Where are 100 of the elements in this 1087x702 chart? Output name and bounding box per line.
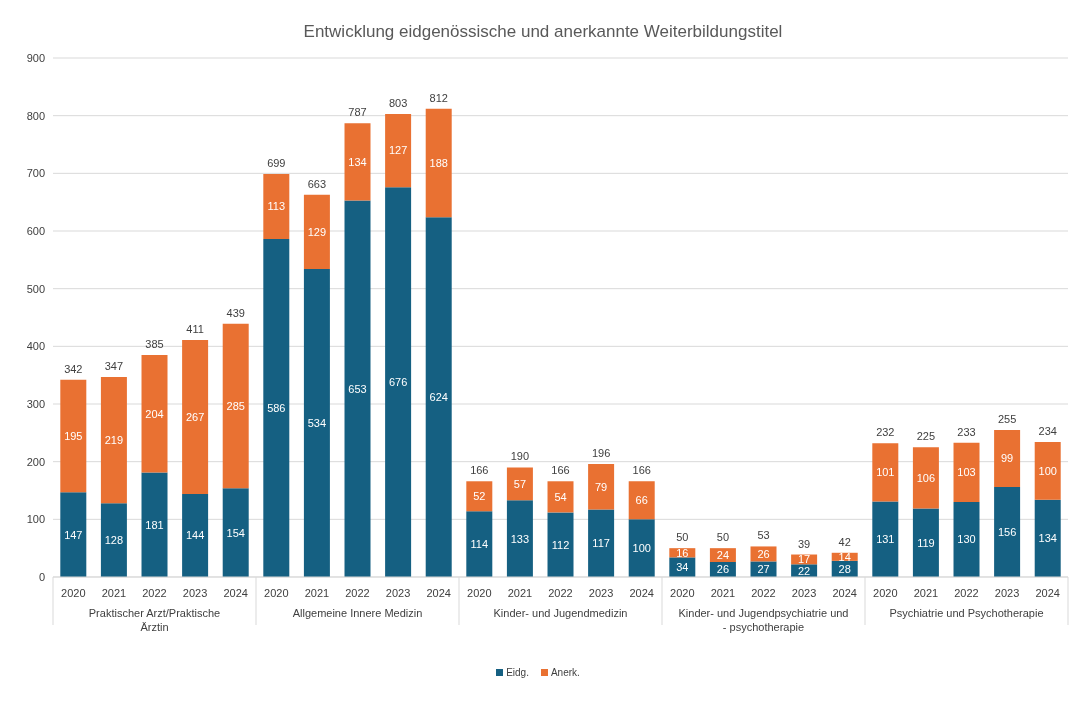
data-label: 119 bbox=[917, 536, 935, 549]
x-tick-label: 2023 bbox=[385, 587, 411, 599]
bar bbox=[912, 508, 939, 577]
bar bbox=[425, 217, 452, 577]
total-label: 787 bbox=[348, 106, 367, 119]
bar bbox=[303, 194, 330, 270]
x-tick-label: 2022 bbox=[751, 587, 776, 599]
bar bbox=[872, 443, 899, 502]
bar bbox=[182, 339, 209, 494]
bar bbox=[141, 354, 168, 473]
bar bbox=[547, 481, 574, 513]
x-tick-label: 2021 bbox=[710, 587, 736, 599]
total-label: 39 bbox=[797, 537, 811, 550]
total-label: 812 bbox=[429, 91, 448, 104]
total-label: 53 bbox=[757, 529, 770, 542]
bar bbox=[60, 492, 87, 577]
x-tick-label: 2020 bbox=[467, 587, 492, 599]
data-label: 127 bbox=[388, 144, 408, 157]
data-label: 129 bbox=[307, 225, 327, 238]
x-tick-label: 2022 bbox=[954, 587, 979, 599]
total-label: 166 bbox=[470, 464, 489, 477]
data-label: 130 bbox=[957, 533, 976, 546]
data-label: 285 bbox=[226, 399, 245, 412]
text: Allgemeine Innere Medizin bbox=[292, 607, 423, 619]
data-label: 106 bbox=[916, 471, 936, 484]
bar bbox=[953, 442, 980, 503]
legend-label: Anerk. bbox=[549, 667, 580, 678]
legend-label: Eidg. bbox=[505, 667, 529, 678]
data-label: 134 bbox=[348, 155, 367, 168]
x-tick-label: 2021 bbox=[101, 587, 127, 599]
y-tick-label: 800 bbox=[26, 109, 45, 122]
total-label: 232 bbox=[876, 426, 895, 439]
data-label: 128 bbox=[104, 534, 124, 546]
bar bbox=[344, 123, 371, 201]
bar bbox=[303, 269, 330, 577]
bar bbox=[1034, 499, 1061, 577]
x-tick-label: 2024 bbox=[629, 587, 654, 599]
bar bbox=[263, 239, 290, 577]
bar bbox=[912, 447, 939, 509]
data-label: 156 bbox=[997, 525, 1017, 538]
bar bbox=[994, 487, 1021, 577]
data-label: 34 bbox=[676, 561, 689, 574]
data-label: 131 bbox=[876, 533, 895, 546]
y-tick-label: 100 bbox=[26, 513, 45, 526]
text: Kinder- und Jugendpsychiatrie und - psychotherapie bbox=[678, 607, 849, 633]
x-tick-label: 2020 bbox=[264, 587, 289, 599]
data-label: 147 bbox=[64, 528, 83, 541]
x-tick-label: 2023 bbox=[182, 587, 208, 599]
total-label: 411 bbox=[186, 322, 204, 335]
x-tick-label: 2023 bbox=[994, 587, 1020, 599]
data-label: 103 bbox=[957, 466, 976, 479]
bar bbox=[872, 501, 899, 577]
y-tick-label: 600 bbox=[26, 224, 45, 237]
x-tick-label: 2020 bbox=[873, 587, 898, 599]
data-label: 24 bbox=[716, 548, 730, 561]
y-tick-label: 400 bbox=[26, 340, 45, 353]
total-label: 347 bbox=[104, 359, 124, 372]
y-tick-label: 200 bbox=[26, 455, 45, 468]
total-label: 234 bbox=[1038, 425, 1057, 438]
data-label: 181 bbox=[145, 518, 164, 531]
bar bbox=[506, 500, 533, 577]
data-label: 117 bbox=[592, 537, 610, 550]
bar bbox=[182, 493, 209, 577]
x-tick-label: 2021 bbox=[913, 587, 939, 599]
total-label: 439 bbox=[226, 306, 245, 319]
total-label: 50 bbox=[676, 531, 689, 544]
data-label: 99 bbox=[1000, 452, 1014, 465]
data-label: 114 bbox=[470, 538, 489, 551]
data-label: 17 bbox=[797, 553, 811, 566]
bar bbox=[344, 200, 371, 577]
data-label: 26 bbox=[716, 563, 730, 576]
chart-title: Entwicklung eidgenössische und anerkannte Weiterbildungstitel bbox=[302, 22, 784, 42]
data-label: 79 bbox=[594, 480, 608, 493]
total-label: 42 bbox=[838, 535, 851, 548]
x-tick-label: 2020 bbox=[670, 587, 695, 599]
data-label: 133 bbox=[510, 532, 530, 545]
total-label: 803 bbox=[388, 96, 408, 109]
y-tick-label: 300 bbox=[26, 397, 45, 410]
total-label: 699 bbox=[267, 156, 286, 169]
bar bbox=[385, 113, 412, 188]
data-label: 195 bbox=[64, 429, 83, 442]
data-label: 586 bbox=[267, 401, 286, 414]
bar bbox=[588, 463, 615, 510]
x-tick-label: 2022 bbox=[548, 587, 573, 599]
bar bbox=[466, 481, 493, 512]
total-label: 166 bbox=[551, 464, 570, 477]
data-label: 28 bbox=[838, 562, 851, 575]
data-label: 57 bbox=[513, 477, 527, 490]
data-label: 144 bbox=[185, 529, 205, 542]
data-label: 112 bbox=[551, 538, 570, 551]
bar bbox=[222, 323, 249, 489]
bar bbox=[141, 472, 168, 577]
y-tick-label: 700 bbox=[26, 167, 45, 180]
data-label: 653 bbox=[348, 382, 367, 395]
x-tick-label: 2021 bbox=[507, 587, 533, 599]
total-label: 225 bbox=[916, 430, 936, 443]
data-label: 66 bbox=[635, 494, 648, 507]
data-label: 188 bbox=[429, 156, 448, 169]
data-label: 204 bbox=[145, 407, 164, 420]
x-tick-label: 2024 bbox=[832, 587, 857, 599]
